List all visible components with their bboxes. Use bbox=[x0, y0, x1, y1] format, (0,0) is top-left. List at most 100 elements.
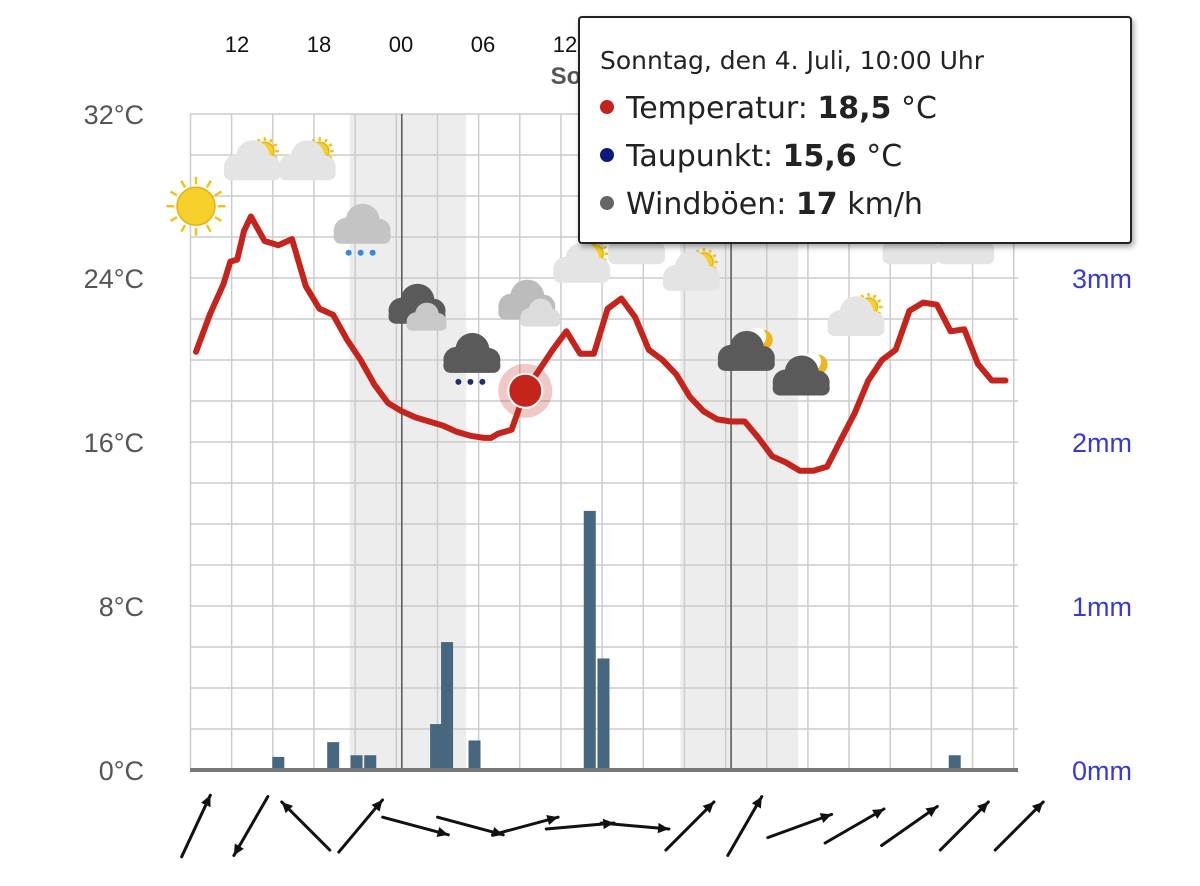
precipitation-bar bbox=[948, 755, 961, 770]
wind-arrow-icon bbox=[823, 807, 886, 845]
precipitation-bar bbox=[468, 740, 481, 770]
y-right-tick-label: 0mm bbox=[1072, 756, 1132, 786]
wind-arrow-shaft bbox=[938, 800, 990, 852]
sun-ray bbox=[205, 180, 212, 188]
wind-arrow-shaft bbox=[280, 800, 332, 852]
wind-arrow-icon bbox=[664, 800, 716, 852]
heavy-rain-cloud-icon bbox=[443, 332, 501, 385]
wind-arrow-shaft bbox=[490, 815, 560, 837]
wind-arrow-shaft bbox=[993, 800, 1045, 852]
dark-cloud-icon bbox=[388, 283, 447, 331]
partly-cloudy-icon bbox=[553, 239, 611, 283]
cloud-part bbox=[827, 321, 885, 336]
x-top-hour-label: 06 bbox=[471, 32, 495, 57]
precipitation-bar bbox=[430, 724, 443, 770]
wind-arrow-head bbox=[233, 843, 244, 856]
precipitation-bar bbox=[327, 742, 340, 770]
sun-disc bbox=[176, 186, 216, 226]
y-left-tick-label: 8°C bbox=[99, 592, 144, 622]
wind-arrow-icon bbox=[280, 800, 332, 852]
sun-ray bbox=[205, 224, 212, 233]
sun-ray bbox=[273, 143, 278, 148]
wind-arrow-head bbox=[546, 814, 559, 826]
dewpoint-dot-icon bbox=[600, 148, 614, 162]
y-left-tick-label: 0°C bbox=[99, 756, 144, 786]
wind-arrow-icon bbox=[180, 793, 212, 859]
sun-ray bbox=[872, 294, 877, 299]
wind-arrow-shaft bbox=[880, 804, 939, 848]
sun-ray bbox=[180, 224, 187, 233]
wind-arrow-head bbox=[819, 813, 832, 823]
y-right-tick-label: 2mm bbox=[1072, 428, 1132, 458]
rain-drop bbox=[479, 378, 486, 385]
wind-arrow-icon bbox=[726, 795, 764, 857]
cloud-part bbox=[772, 380, 830, 396]
cloudy-icon bbox=[498, 279, 561, 327]
tooltip-temperature-label: Temperatur: bbox=[626, 91, 808, 126]
tooltip-wind-gust-value: 17 bbox=[795, 187, 838, 222]
wind-arrow-shaft bbox=[436, 815, 505, 837]
sun-icon bbox=[166, 176, 226, 236]
rain-drop bbox=[369, 249, 376, 256]
wind-arrow-shaft bbox=[381, 815, 450, 837]
precipitation-bar bbox=[583, 510, 596, 770]
tooltip-temperature-value: 18,5 bbox=[817, 91, 892, 126]
partly-cloudy-icon bbox=[278, 137, 336, 181]
wind-arrow-icon bbox=[381, 815, 450, 838]
tooltip-temperature-row: Temperatur: 18,5 °C bbox=[600, 85, 1130, 133]
sun-ray bbox=[323, 138, 328, 143]
wind-arrow-head bbox=[702, 801, 714, 814]
tooltip-title: Sonntag, den 4. Juli, 10:00 Uhr bbox=[600, 46, 984, 75]
partly-cloudy-icon bbox=[827, 293, 885, 336]
cloud-part bbox=[443, 357, 501, 373]
sun-ray bbox=[602, 245, 607, 250]
wind-arrow-head bbox=[872, 809, 885, 819]
sun-ray bbox=[268, 138, 273, 143]
tooltip-dewpoint-label: Taupunkt: bbox=[626, 139, 774, 174]
rain-cloud-icon bbox=[333, 203, 391, 256]
y-left-tick-label: 16°C bbox=[84, 428, 144, 458]
tooltip-wind-gust-unit: km/h bbox=[847, 187, 923, 222]
hover-marker-point bbox=[507, 372, 544, 409]
cloud-part bbox=[278, 165, 336, 181]
wind-arrow-icon bbox=[938, 800, 990, 852]
cloud-part bbox=[333, 228, 391, 244]
tooltip-wind-gust-label: Windböen: bbox=[626, 187, 787, 222]
y-left-tick-label: 24°C bbox=[84, 264, 144, 294]
night-cloud-icon bbox=[772, 352, 830, 396]
wind-arrow-head bbox=[657, 822, 669, 834]
wind-arrow-icon bbox=[490, 814, 560, 837]
wind-arrow-head bbox=[201, 795, 211, 808]
wind-arrow-head bbox=[751, 796, 762, 809]
precipitation-bar bbox=[364, 755, 377, 770]
wind-arrow-head bbox=[925, 806, 938, 817]
precipitation-bar bbox=[441, 642, 454, 770]
wind-arrow-head bbox=[281, 801, 294, 814]
y-left-tick-label: 32°C bbox=[84, 100, 144, 130]
cloud-part bbox=[608, 249, 666, 265]
wind-arrow-shaft bbox=[337, 798, 384, 854]
rain-drop bbox=[467, 378, 474, 385]
temperature-dot-icon bbox=[600, 100, 614, 114]
cloud-part bbox=[662, 275, 720, 291]
wind-arrow-shaft bbox=[664, 800, 716, 852]
sun-ray bbox=[708, 249, 712, 254]
rain-drop bbox=[455, 378, 462, 385]
tooltip: Sonntag, den 4. Juli, 10:00 Uhr Temperat… bbox=[578, 16, 1132, 244]
wind-arrow-head bbox=[371, 799, 383, 812]
tooltip-dewpoint-row: Taupunkt: 15,6 °C bbox=[600, 133, 1130, 181]
wind-arrow-icon bbox=[599, 821, 671, 834]
sun-ray bbox=[214, 190, 223, 197]
wind-arrow-shaft bbox=[180, 793, 212, 859]
wind-arrow-icon bbox=[337, 798, 384, 854]
precipitation-bar bbox=[350, 755, 363, 770]
sun-ray bbox=[169, 216, 178, 223]
sun-ray bbox=[180, 180, 187, 188]
rain-drop bbox=[357, 249, 364, 256]
tooltip-wind-gust-row: Windböen: 17 km/h bbox=[600, 181, 1130, 229]
wind-arrow-head bbox=[977, 801, 989, 814]
wind-arrow-icon bbox=[993, 800, 1045, 852]
partly-cloudy-icon bbox=[223, 137, 281, 181]
cloud-part bbox=[553, 267, 611, 283]
